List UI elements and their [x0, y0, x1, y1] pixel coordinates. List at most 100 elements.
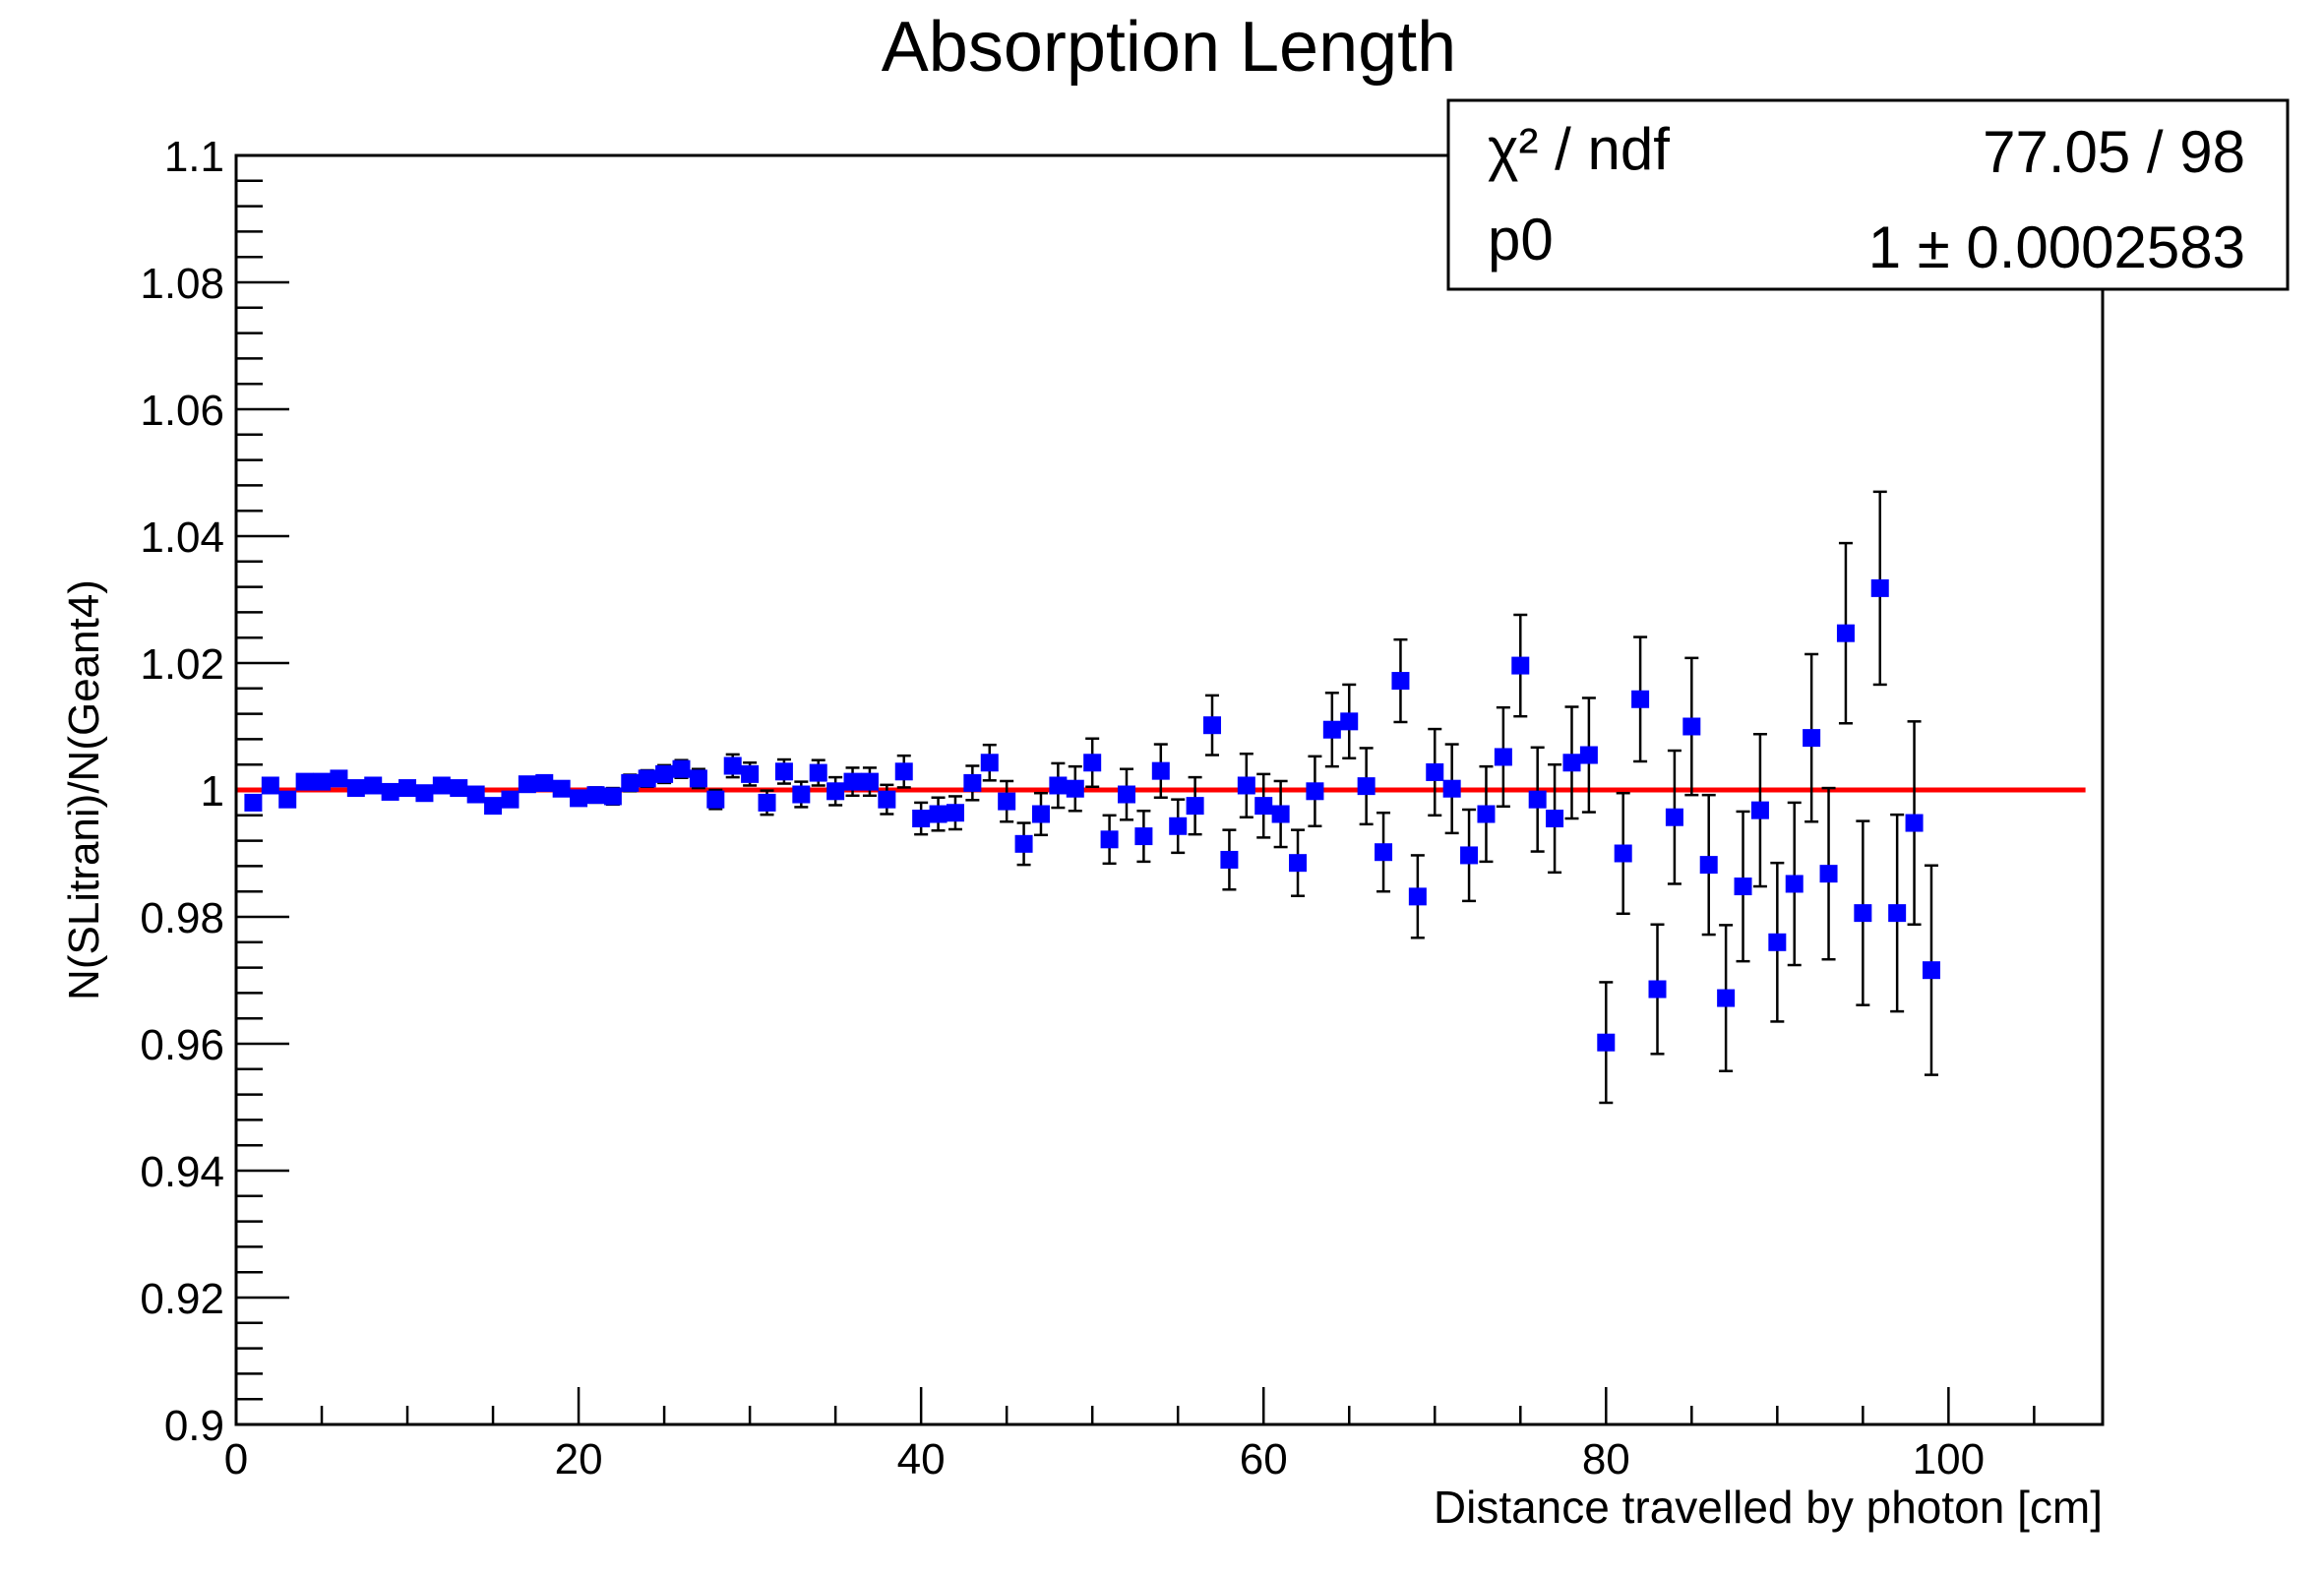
- data-point: [570, 789, 588, 808]
- x-tick-label: 20: [555, 1435, 603, 1483]
- x-tick-label: 0: [224, 1435, 248, 1483]
- data-point: [1785, 875, 1804, 893]
- data-point: [1579, 746, 1598, 764]
- data-point: [295, 772, 314, 791]
- data-point: [1922, 961, 1940, 980]
- data-point: [638, 769, 656, 788]
- y-tick-label: 1.06: [140, 387, 224, 435]
- data-point: [1442, 779, 1461, 798]
- data-point: [1665, 808, 1683, 826]
- data-point: [1699, 856, 1718, 875]
- data-point: [1460, 846, 1479, 865]
- stats-box-frame: [1446, 98, 2290, 291]
- data-point: [1546, 810, 1564, 828]
- data-point: [1870, 578, 1889, 597]
- y-tick-label: 0.98: [140, 894, 224, 942]
- data-point: [878, 790, 896, 809]
- data-point: [1357, 777, 1376, 796]
- data-point: [1271, 805, 1290, 823]
- data-point: [1254, 797, 1273, 816]
- data-point: [1854, 904, 1872, 923]
- data-point: [963, 773, 982, 792]
- plot-frame: [234, 153, 2105, 1426]
- data-point: [929, 805, 948, 823]
- data-point: [330, 769, 348, 788]
- data-point: [672, 759, 691, 778]
- data-point: [1494, 748, 1512, 766]
- data-point: [1477, 805, 1496, 823]
- data-point: [518, 775, 536, 794]
- data-point: [1237, 776, 1255, 795]
- data-point: [1750, 801, 1769, 819]
- data-point: [912, 810, 931, 828]
- data-point: [1100, 830, 1119, 849]
- data-point: [1597, 1033, 1616, 1052]
- data-point: [980, 754, 999, 772]
- data-point: [313, 772, 332, 791]
- data-point: [1819, 865, 1838, 883]
- y-tick-label: 1.02: [140, 640, 224, 689]
- stats-p0-value: 1 ± 0.0002583: [1868, 214, 2245, 280]
- y-tick-label: 0.92: [140, 1275, 224, 1323]
- data-point: [1169, 817, 1188, 835]
- data-point: [1836, 624, 1855, 642]
- stats-p0-label: p0: [1488, 207, 1554, 272]
- data-point: [1375, 843, 1393, 862]
- data-point: [1322, 720, 1341, 739]
- data-point: [1648, 980, 1667, 999]
- data-point: [741, 764, 760, 783]
- data-point: [621, 773, 640, 792]
- data-point: [826, 782, 845, 801]
- data-point: [843, 772, 862, 791]
- data-point: [1340, 712, 1359, 731]
- stats-box: χ² / ndf 77.05 / 98 p0 1 ± 0.0002583: [1446, 98, 2290, 291]
- data-point: [1220, 850, 1239, 869]
- data-point: [946, 804, 964, 822]
- data-point: [261, 776, 279, 795]
- data-point: [1117, 785, 1135, 804]
- x-tick-label: 100: [1913, 1435, 1985, 1483]
- chart-title: Absorption Length: [882, 8, 1456, 87]
- data-point: [586, 786, 605, 805]
- data-point: [1203, 716, 1222, 735]
- data-point: [1066, 779, 1084, 798]
- data-point: [398, 779, 417, 798]
- data-point: [1186, 797, 1204, 816]
- data-point: [1768, 933, 1787, 951]
- data-point: [706, 790, 725, 809]
- x-axis-ticks: 0 20 40 60 80 100: [224, 1387, 2036, 1483]
- data-point: [415, 784, 434, 803]
- data-point: [1888, 904, 1907, 923]
- data-point: [535, 773, 554, 792]
- data-point: [1528, 790, 1547, 809]
- y-tick-label: 0.94: [140, 1148, 224, 1196]
- x-tick-label: 40: [897, 1435, 946, 1483]
- y-axis-label: N(SLitrani)/N(Geant4): [60, 579, 108, 1000]
- data-point: [552, 779, 571, 798]
- data-point: [723, 757, 742, 775]
- data-point: [1408, 887, 1427, 906]
- data-point: [894, 762, 913, 781]
- data-point: [1614, 844, 1632, 863]
- data-point: [1083, 754, 1102, 772]
- data-point: [1631, 690, 1650, 708]
- x-tick-label: 80: [1582, 1435, 1630, 1483]
- data-point: [1426, 762, 1444, 781]
- data-point: [1511, 656, 1530, 675]
- data-point: [774, 762, 793, 781]
- y-tick-label: 1.08: [140, 260, 224, 308]
- data-point: [1905, 814, 1924, 832]
- data-point: [364, 776, 383, 795]
- data-markers: [244, 578, 1940, 1052]
- y-axis-ticks: 0.9 0.92 0.94 0.96 0.98 1 1.02 1.04 1.06 1.08 1.1: [140, 133, 289, 1450]
- y-tick-label: 0.96: [140, 1021, 224, 1069]
- data-point: [655, 764, 674, 783]
- data-point: [501, 790, 520, 809]
- data-point: [484, 797, 503, 816]
- y-tick-label: 1.04: [140, 514, 224, 562]
- x-axis-label: Distance travelled by photon [cm]: [1434, 1482, 2103, 1533]
- data-point: [381, 782, 399, 801]
- data-point: [998, 792, 1016, 811]
- data-point: [1682, 717, 1701, 736]
